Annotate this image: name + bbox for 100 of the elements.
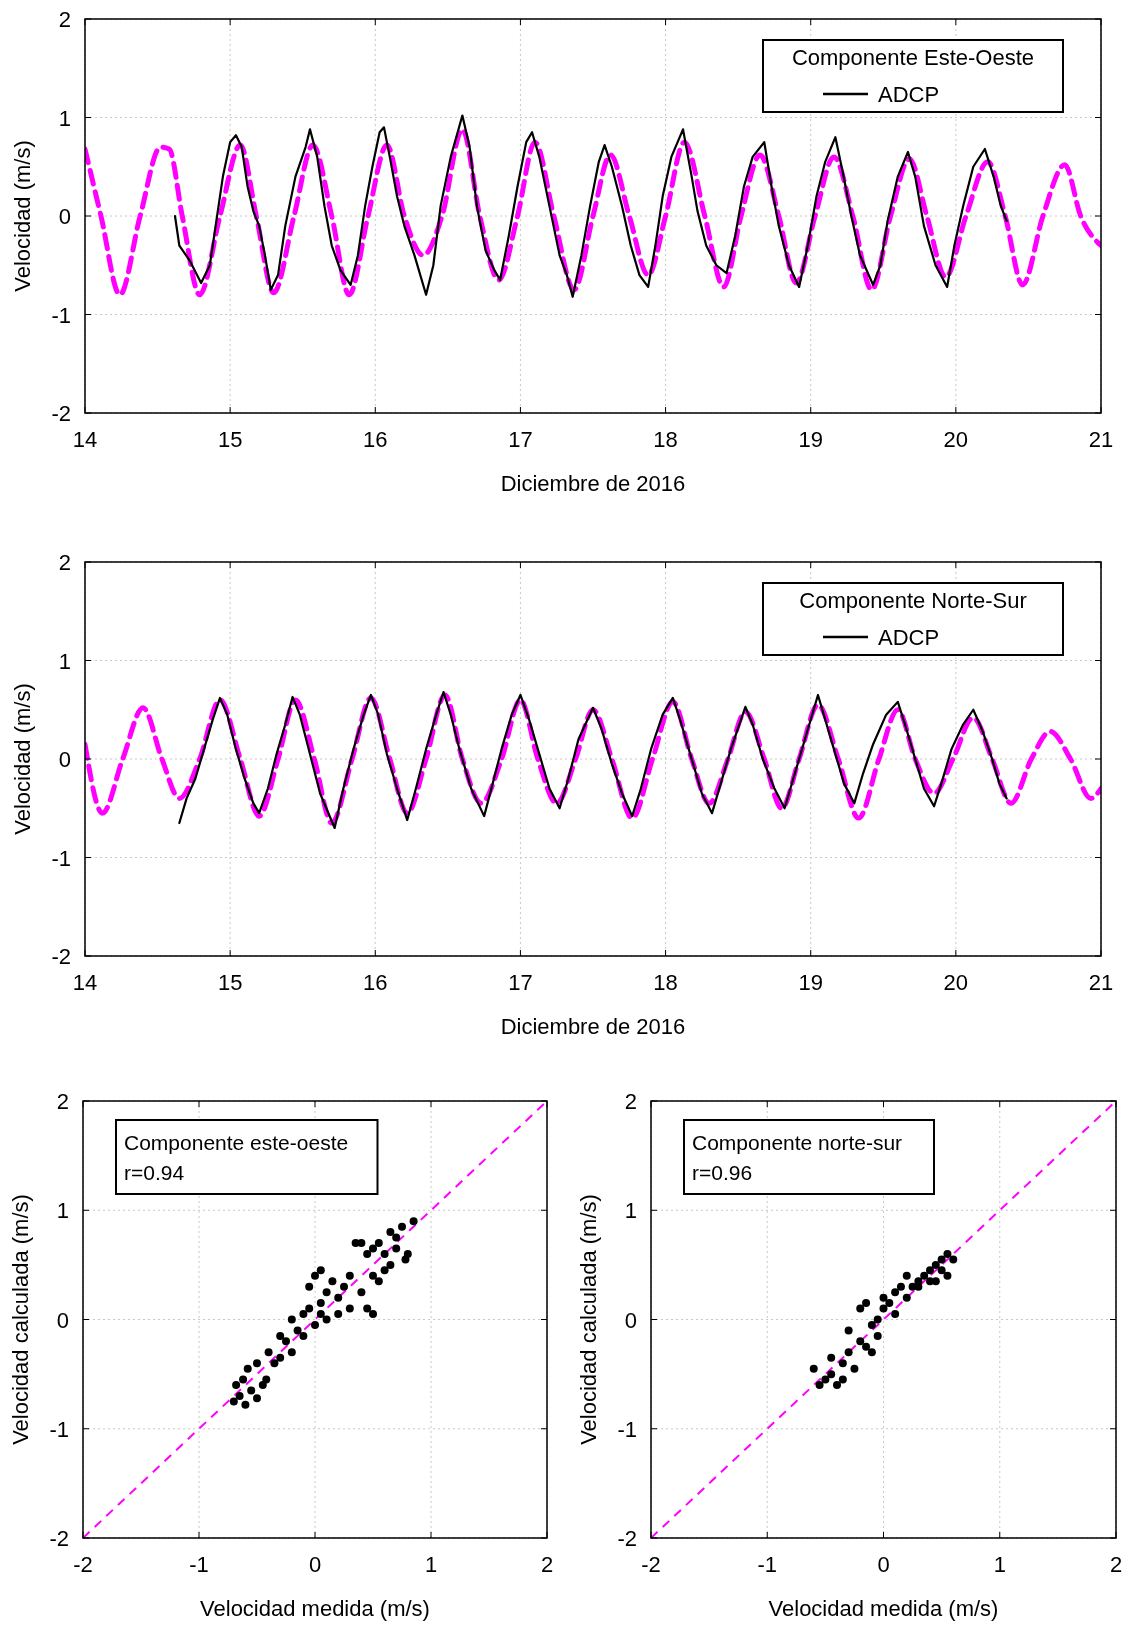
- point: [363, 1304, 372, 1313]
- point: [862, 1342, 871, 1351]
- y-tick-label: -2: [51, 944, 71, 969]
- point: [369, 1244, 377, 1253]
- point: [409, 1217, 418, 1226]
- point: [856, 1337, 865, 1346]
- point: [316, 1266, 325, 1275]
- point: [229, 1397, 238, 1406]
- point: [357, 1288, 366, 1297]
- point: [258, 1381, 267, 1390]
- x-tick-label: 0: [308, 1552, 322, 1577]
- annotation: r=0.94: [124, 1161, 185, 1184]
- point: [844, 1326, 853, 1335]
- point: [299, 1310, 308, 1319]
- point: [926, 1277, 934, 1286]
- y-axis-title: Velocidad (m/s): [10, 683, 35, 835]
- point: [264, 1348, 273, 1357]
- point: [827, 1370, 836, 1379]
- point: [920, 1271, 929, 1280]
- x-tick-label: 21: [1088, 427, 1114, 452]
- point: [891, 1310, 900, 1319]
- x-axis-title: Velocidad medida (m/s): [768, 1596, 999, 1621]
- x-tick-label: -1: [189, 1552, 209, 1577]
- y-tick-label: 1: [624, 1198, 637, 1224]
- point: [386, 1260, 395, 1269]
- x-tick-label: 15: [217, 970, 243, 995]
- point: [926, 1266, 934, 1275]
- y-tick-label: 0: [58, 747, 71, 772]
- point: [287, 1315, 296, 1324]
- point: [937, 1266, 946, 1275]
- x-tick-label: 1: [424, 1552, 438, 1577]
- point: [833, 1381, 841, 1390]
- x-tick-label: -2: [641, 1552, 661, 1577]
- point: [299, 1331, 308, 1340]
- point: [380, 1249, 389, 1258]
- x-tick-label: 2: [540, 1552, 554, 1577]
- y-tick-label: 0: [624, 1307, 637, 1333]
- x-axis-title: Diciembre de 2016: [500, 471, 686, 496]
- x-tick-label: 16: [363, 970, 388, 995]
- point: [334, 1293, 343, 1302]
- y-tick-label: -2: [617, 1526, 637, 1551]
- y-tick-label: -2: [51, 401, 71, 426]
- point: [380, 1266, 389, 1275]
- annotation: r=0.96: [692, 1161, 753, 1184]
- point: [867, 1320, 876, 1329]
- y-axis-title: Velocidad (m/s): [10, 140, 35, 292]
- point: [401, 1255, 410, 1264]
- point: [879, 1304, 888, 1313]
- x-tick-label: 15: [217, 427, 243, 452]
- x-axis-title: Velocidad medida (m/s): [200, 1596, 430, 1621]
- point: [235, 1391, 244, 1400]
- x-tick-label: 1: [993, 1552, 1006, 1577]
- point: [276, 1353, 285, 1362]
- point: [374, 1277, 383, 1286]
- point: [243, 1364, 252, 1373]
- point: [891, 1288, 900, 1297]
- y-tick-label: 0: [56, 1307, 69, 1333]
- line-series: [178, 690, 1008, 830]
- y-tick-label: -1: [49, 1416, 69, 1442]
- x-tick-label: 20: [943, 970, 969, 995]
- y-tick-label: -1: [51, 845, 71, 871]
- point: [386, 1228, 395, 1237]
- y-tick-label: 2: [624, 1089, 637, 1114]
- x-tick-label: 18: [653, 427, 678, 452]
- legend-label: ADCP: [878, 625, 940, 650]
- point: [374, 1239, 383, 1248]
- annotation: Componente este-oeste: [124, 1131, 349, 1154]
- point: [862, 1299, 871, 1308]
- point: [239, 1375, 248, 1384]
- x-tick-label: 14: [72, 970, 98, 995]
- x-tick-label: 2: [1109, 1552, 1123, 1577]
- legend-title: Componente Este-Oeste: [791, 45, 1035, 70]
- point: [914, 1282, 923, 1291]
- point: [931, 1260, 940, 1269]
- point: [902, 1293, 911, 1302]
- point: [293, 1326, 302, 1335]
- point: [827, 1353, 836, 1362]
- point: [363, 1249, 372, 1258]
- point: [305, 1282, 314, 1291]
- x-tick-label: 17: [508, 970, 533, 995]
- x-tick-label: -1: [757, 1552, 778, 1577]
- y-tick-label: 2: [58, 550, 71, 575]
- x-tick-label: 19: [798, 427, 823, 452]
- legend-title: Componente Norte-Sur: [799, 588, 1027, 613]
- point: [322, 1288, 331, 1297]
- point: [369, 1271, 377, 1280]
- point: [369, 1310, 377, 1319]
- point: [232, 1381, 241, 1390]
- y-axis-title: Velocidad calculada (m/s): [8, 1194, 33, 1445]
- x-tick-label: 18: [653, 970, 678, 995]
- point: [943, 1271, 952, 1280]
- x-tick-label: 20: [943, 427, 969, 452]
- point: [943, 1249, 952, 1258]
- point: [357, 1239, 366, 1248]
- point: [398, 1222, 406, 1231]
- point: [838, 1359, 847, 1368]
- y-tick-label: -1: [617, 1416, 637, 1442]
- x-tick-label: 21: [1088, 970, 1114, 995]
- point: [873, 1315, 882, 1324]
- x-tick-label: 19: [798, 970, 823, 995]
